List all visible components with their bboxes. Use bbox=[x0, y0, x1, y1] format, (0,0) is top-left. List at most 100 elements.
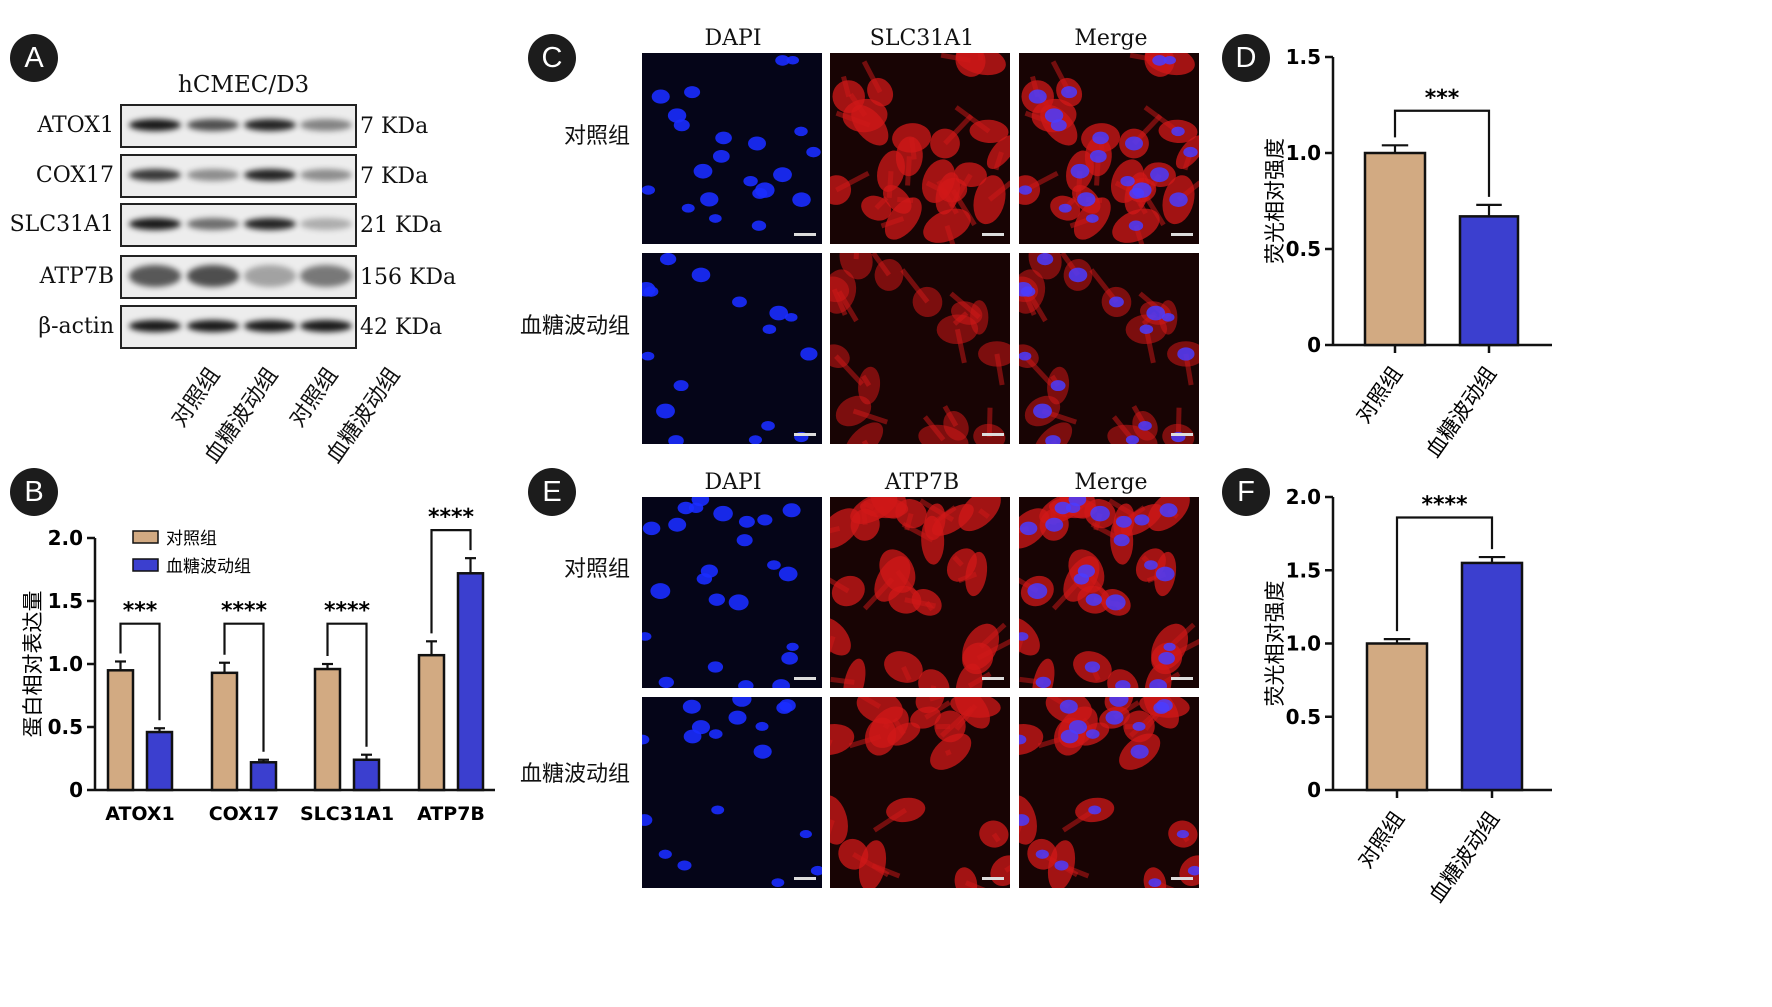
x-tick-label: ATOX1 bbox=[105, 803, 175, 825]
column-title-dapi: DAPI bbox=[704, 470, 762, 495]
bar bbox=[210, 671, 239, 792]
significance-bracket bbox=[119, 622, 161, 721]
x-tick-label: 血糖波动组 bbox=[1424, 807, 1504, 907]
blot-strip bbox=[120, 255, 357, 299]
bar bbox=[1458, 215, 1520, 347]
column-title-atp7b: ATP7B bbox=[884, 470, 960, 495]
scale-bar bbox=[1171, 877, 1193, 880]
cell-line-label: hCMEC/D3 bbox=[178, 72, 310, 98]
significance-label: *** bbox=[123, 599, 158, 624]
bar bbox=[417, 653, 446, 792]
micrograph-merge bbox=[1019, 497, 1199, 688]
blot-band bbox=[187, 320, 239, 332]
bar bbox=[1363, 151, 1427, 347]
x-tick-label: 对照组 bbox=[1351, 362, 1407, 427]
blot-band bbox=[187, 169, 239, 181]
panel-label-d: D bbox=[1222, 34, 1270, 82]
micrograph-dapi bbox=[642, 53, 822, 244]
scale-bar bbox=[982, 433, 1004, 436]
y-tick-label: 1.5 bbox=[48, 589, 83, 613]
blot-size-label: 21 KDa bbox=[360, 213, 443, 238]
blot-band bbox=[300, 218, 352, 230]
significance-bracket bbox=[223, 622, 265, 752]
panel-label-a: A bbox=[10, 34, 58, 82]
micrograph-merge bbox=[1019, 697, 1199, 888]
blot-band bbox=[244, 119, 296, 131]
blot-band bbox=[244, 320, 296, 332]
bar bbox=[106, 669, 135, 792]
scale-bar bbox=[1171, 677, 1193, 680]
significance-bracket bbox=[326, 622, 368, 747]
row-label-glucose: 血糖波动组 bbox=[519, 314, 630, 339]
y-tick-label: 1.5 bbox=[1286, 558, 1321, 582]
panel-label-c: C bbox=[528, 34, 576, 82]
panel-label-e: E bbox=[528, 468, 576, 516]
significance-bracket bbox=[1395, 516, 1494, 632]
x-tick-label: 对照组 bbox=[1353, 807, 1409, 872]
blot-protein-label: β-actin bbox=[38, 314, 114, 339]
row-label-control: 对照组 bbox=[563, 124, 630, 149]
bar bbox=[1365, 642, 1429, 792]
blot-size-label: 156 KDa bbox=[360, 265, 457, 290]
y-axis-label: 荧光相对强度 bbox=[1263, 581, 1287, 707]
y-tick-label: 2.0 bbox=[48, 526, 83, 550]
y-axis-label: 蛋白相对表达量 bbox=[21, 591, 45, 738]
y-tick-label: 0 bbox=[1307, 778, 1321, 802]
scale-bar bbox=[794, 877, 816, 880]
bar bbox=[313, 667, 342, 792]
micrograph-red bbox=[830, 253, 1010, 444]
blot-band bbox=[129, 218, 181, 230]
y-tick-label: 1.5 bbox=[1286, 45, 1321, 69]
significance-bracket bbox=[430, 529, 472, 634]
blot-protein-label: SLC31A1 bbox=[9, 212, 114, 237]
blot-protein-label: ATP7B bbox=[39, 264, 114, 289]
bar bbox=[145, 730, 174, 792]
y-tick-label: 1.0 bbox=[48, 652, 83, 676]
row-label-glucose: 血糖波动组 bbox=[519, 762, 630, 787]
micrograph-red bbox=[830, 697, 1010, 888]
significance-label: **** bbox=[1421, 493, 1468, 518]
column-title-slc31a1: SLC31A1 bbox=[869, 26, 975, 51]
scale-bar bbox=[1171, 433, 1193, 436]
y-tick-label: 0 bbox=[1307, 333, 1321, 357]
y-tick-label: 2.0 bbox=[1286, 485, 1321, 509]
blot-size-label: 42 KDa bbox=[360, 315, 443, 340]
micrograph-red bbox=[830, 497, 1010, 688]
blot-lane-label: 对照组 bbox=[285, 363, 344, 432]
scale-bar bbox=[794, 677, 816, 680]
blot-band bbox=[300, 119, 352, 131]
blot-strip bbox=[120, 305, 357, 349]
bar bbox=[249, 761, 278, 792]
significance-label: **** bbox=[428, 505, 475, 530]
scale-bar bbox=[982, 877, 1004, 880]
column-title-merge: Merge bbox=[1074, 26, 1148, 51]
y-tick-label: 0 bbox=[69, 778, 83, 802]
scale-bar bbox=[1171, 233, 1193, 236]
micrograph-dapi bbox=[642, 253, 822, 444]
legend-swatch-control bbox=[132, 530, 159, 544]
blot-size-label: 7 KDa bbox=[360, 164, 429, 189]
scale-bar bbox=[982, 233, 1004, 236]
legend-label-control: 对照组 bbox=[166, 529, 217, 549]
blot-size-label: 7 KDa bbox=[360, 114, 429, 139]
blot-band bbox=[300, 169, 352, 181]
blot-band bbox=[244, 169, 296, 181]
bar bbox=[456, 572, 485, 792]
x-tick-label: COX17 bbox=[209, 803, 280, 825]
blot-strip bbox=[120, 154, 357, 198]
significance-label: **** bbox=[324, 599, 371, 624]
y-tick-label: 0.5 bbox=[1286, 705, 1321, 729]
scale-bar bbox=[794, 433, 816, 436]
blot-band bbox=[187, 119, 239, 131]
micrograph-red bbox=[830, 53, 1010, 244]
legend-swatch-glucose bbox=[132, 558, 159, 572]
blot-band bbox=[129, 169, 181, 181]
micrograph-dapi bbox=[642, 497, 822, 688]
row-label-control: 对照组 bbox=[563, 557, 630, 582]
x-tick-label: 血糖波动组 bbox=[1421, 362, 1501, 462]
legend-label-glucose: 血糖波动组 bbox=[166, 557, 251, 577]
y-tick-label: 0.5 bbox=[1286, 237, 1321, 261]
blot-band bbox=[129, 265, 181, 287]
blot-band bbox=[300, 265, 352, 287]
panel-label-f: F bbox=[1222, 468, 1270, 516]
